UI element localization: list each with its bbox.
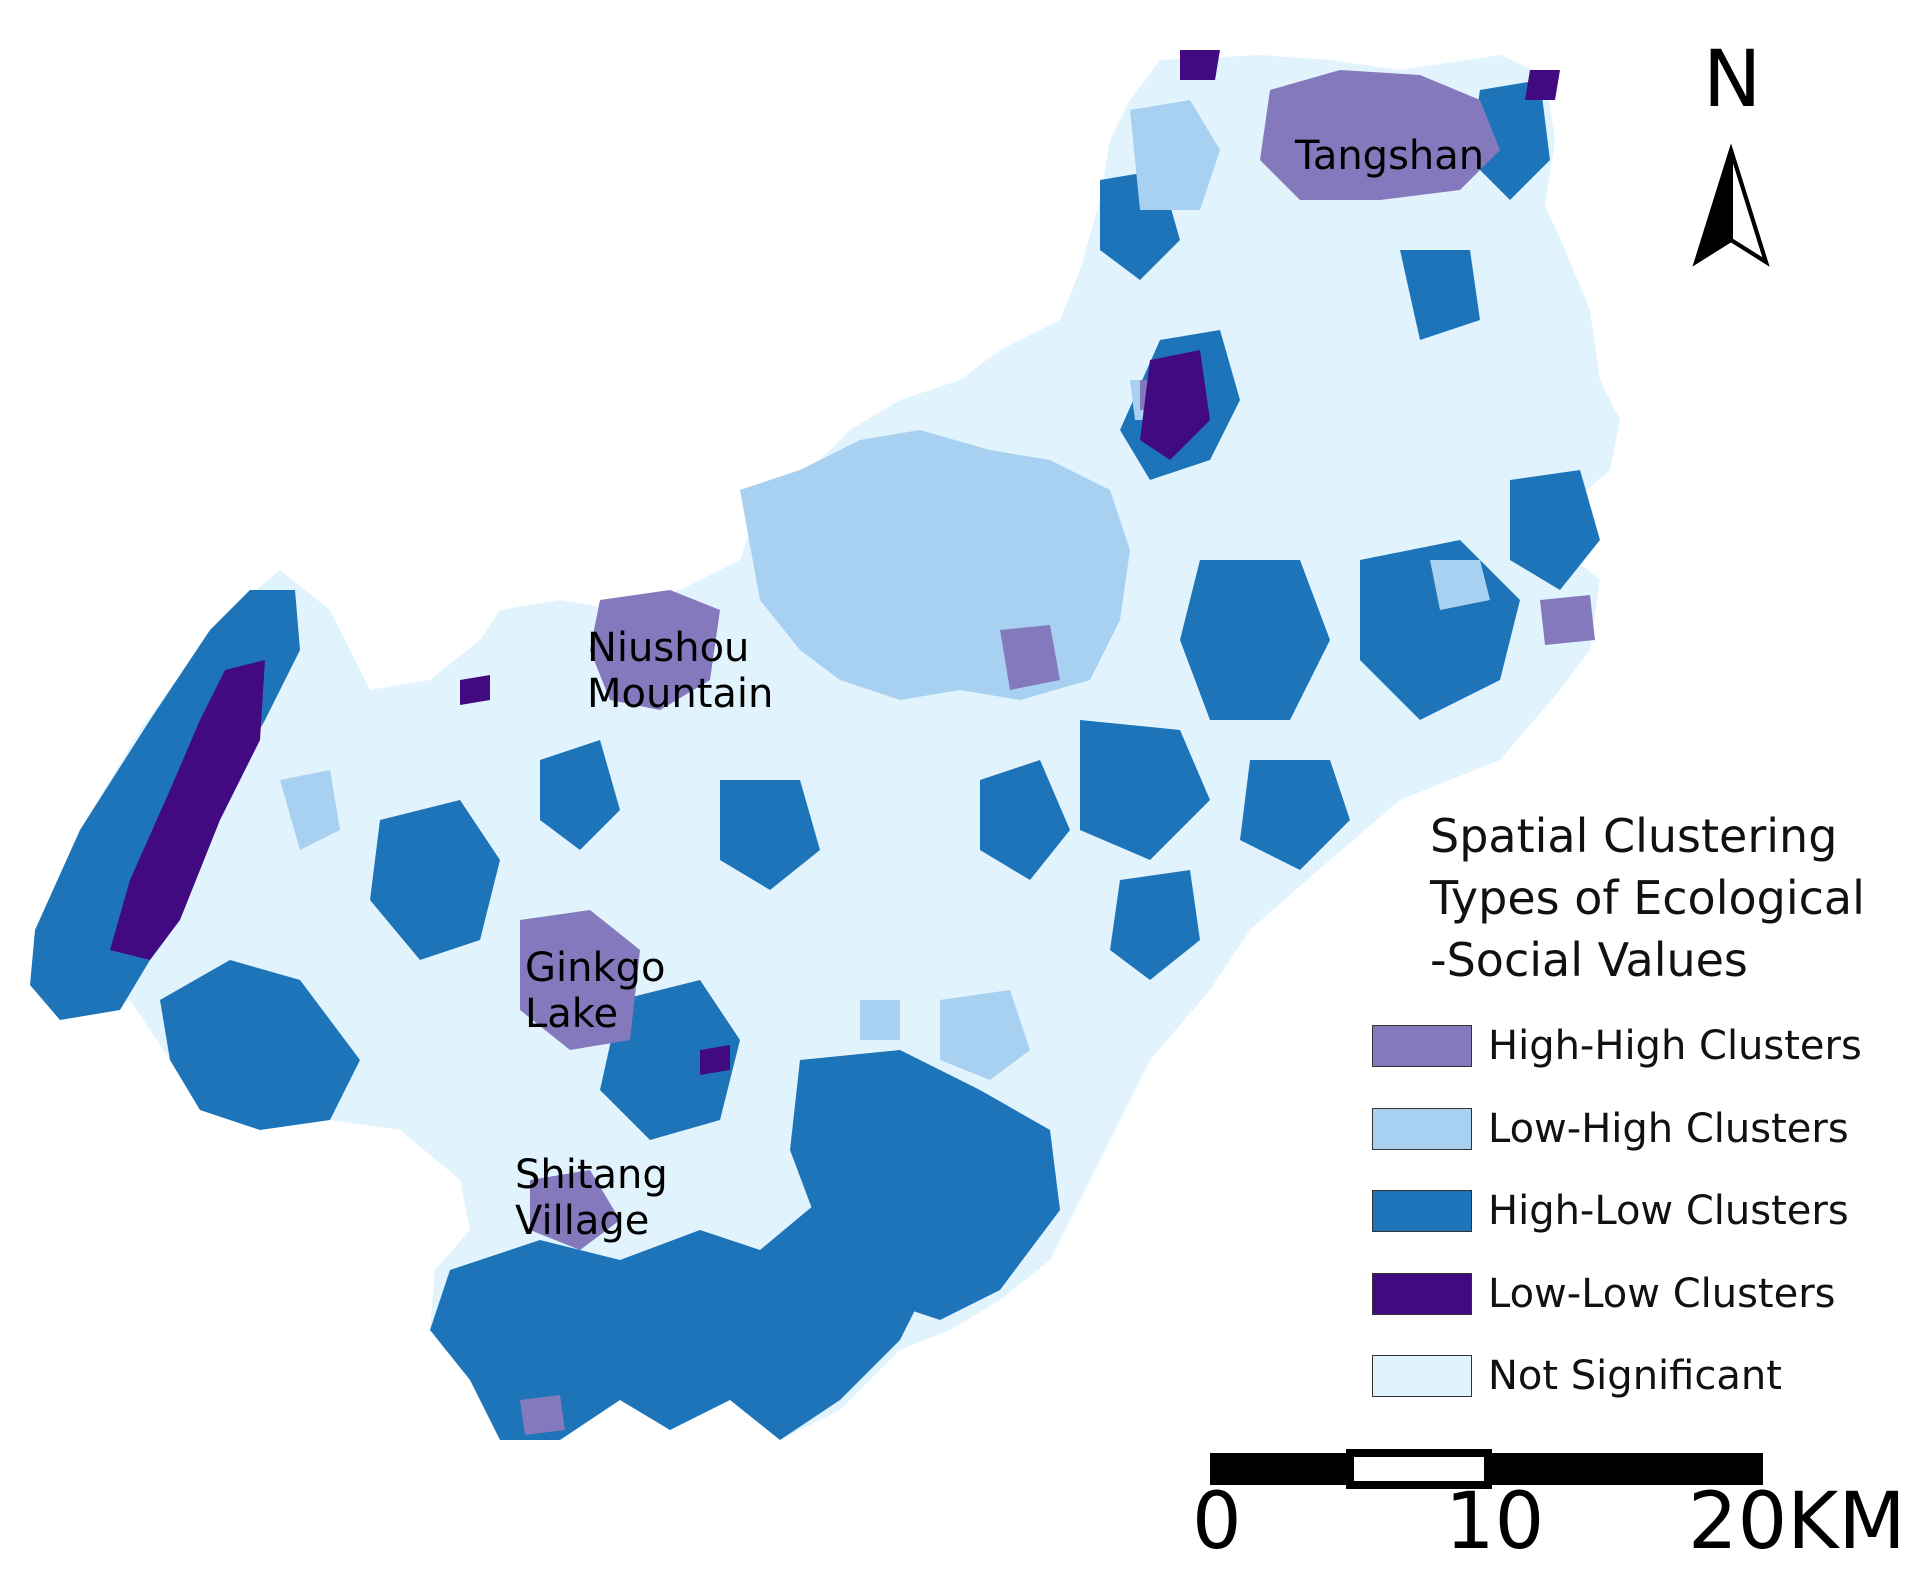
legend-item-low-high: Low-High Clusters xyxy=(1372,1106,1902,1154)
scale-tick-0: 0 xyxy=(1192,1477,1242,1567)
scale-tick-20km: 20KM xyxy=(1688,1477,1906,1567)
place-label-tangshan: Tangshan xyxy=(1295,133,1485,179)
legend-label: Low-Low Clusters xyxy=(1488,1271,1836,1317)
legend-label: High-Low Clusters xyxy=(1488,1188,1849,1234)
scale-bar-segment-3 xyxy=(1488,1453,1763,1485)
low-low-regions xyxy=(110,50,1560,1075)
scale-bar-segment-1 xyxy=(1210,1453,1350,1485)
scale-tick-10: 10 xyxy=(1445,1477,1545,1567)
legend-swatch xyxy=(1372,1025,1472,1067)
legend-label: Not Significant xyxy=(1488,1353,1782,1399)
high-high-regions xyxy=(520,70,1595,1435)
legend-label: High-High Clusters xyxy=(1488,1023,1862,1069)
north-arrow-icon xyxy=(1692,143,1770,267)
place-label-shitang-village: Shitang Village xyxy=(515,1152,668,1244)
place-label-ginkgo-lake: Ginkgo Lake xyxy=(525,945,666,1037)
legend-item-not-significant: Not Significant xyxy=(1372,1353,1902,1401)
place-label-line: Niushou xyxy=(587,625,750,671)
legend-title-line: Types of Ecological xyxy=(1430,871,1865,925)
place-label-line: Village xyxy=(515,1198,650,1244)
north-label: N xyxy=(1703,35,1762,125)
place-label-niushou-mountain: Niushou Mountain xyxy=(587,625,773,717)
legend-item-low-low: Low-Low Clusters xyxy=(1372,1271,1902,1319)
legend-title: Spatial Clustering Types of Ecological -… xyxy=(1430,805,1900,991)
legend-swatch xyxy=(1372,1273,1472,1315)
legend-item-high-low: High-Low Clusters xyxy=(1372,1188,1902,1236)
place-label-line: Lake xyxy=(525,991,619,1037)
place-label-line: Shitang xyxy=(515,1152,668,1198)
place-label-line: Mountain xyxy=(587,671,774,717)
place-label-line: Ginkgo xyxy=(525,945,666,991)
legend-swatch xyxy=(1372,1190,1472,1232)
legend-swatch xyxy=(1372,1355,1472,1397)
legend-title-line: -Social Values xyxy=(1430,933,1748,987)
legend-title-line: Spatial Clustering xyxy=(1430,809,1838,863)
scale-bar xyxy=(1210,1449,1763,1489)
legend-swatch xyxy=(1372,1108,1472,1150)
legend-item-high-high: High-High Clusters xyxy=(1372,1023,1902,1071)
legend-label: Low-High Clusters xyxy=(1488,1106,1849,1152)
